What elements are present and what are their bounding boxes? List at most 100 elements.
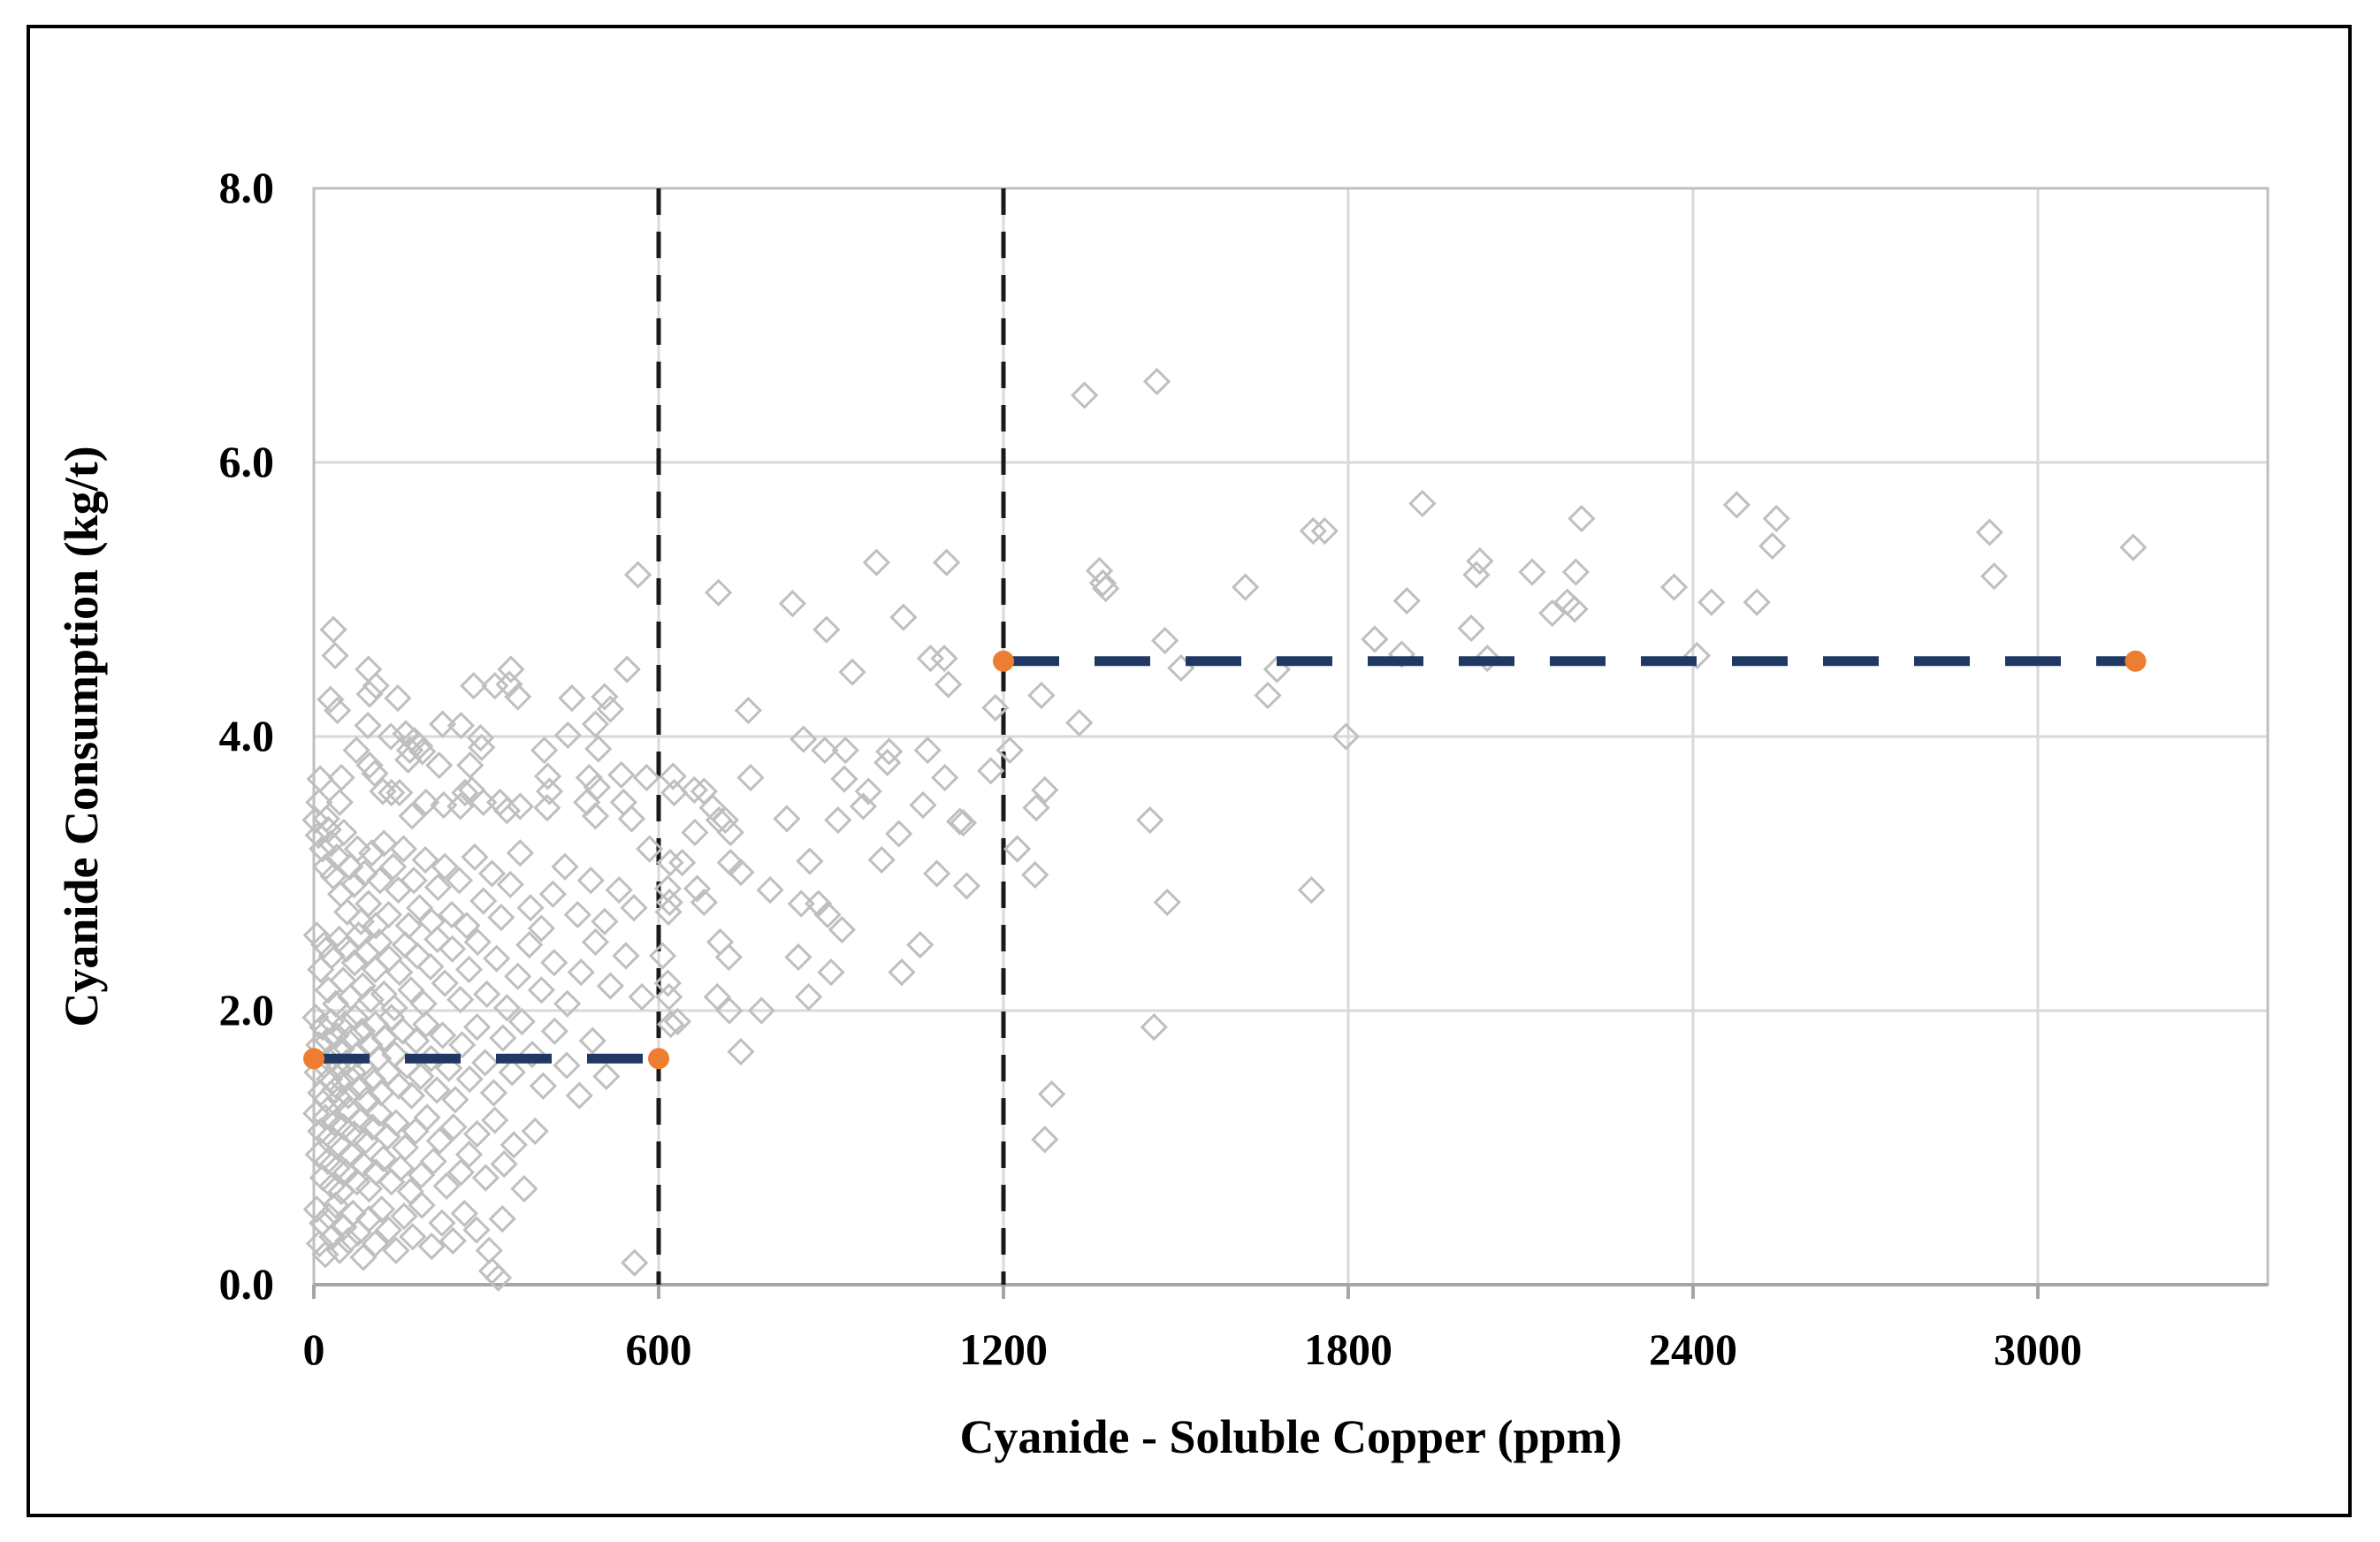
scatter-point — [796, 847, 824, 875]
scatter-point — [1462, 561, 1491, 589]
scatter-point — [402, 1027, 431, 1055]
scatter-point — [356, 985, 385, 1014]
y-tick-label: 8.0 — [219, 163, 275, 212]
scatter-point — [736, 763, 765, 792]
scatter-point — [1136, 805, 1164, 835]
scatter-points — [301, 367, 2147, 1292]
x-axis-title: Cyanide - Soluble Copper (ppm) — [959, 1410, 1621, 1463]
scatter-point — [888, 958, 916, 987]
scatter-point — [304, 821, 332, 850]
scatter-point — [423, 873, 453, 902]
scatter-point — [1031, 775, 1059, 805]
scatter-point — [565, 1081, 593, 1110]
scatter-point — [1092, 574, 1120, 603]
scatter-point — [411, 845, 439, 874]
scatter-point — [353, 1086, 381, 1114]
scatter-point — [867, 845, 896, 874]
scatter-point — [446, 1158, 476, 1187]
scatter-point — [1682, 641, 1712, 670]
scatter-point — [873, 748, 902, 777]
scatter-point — [1697, 588, 1726, 616]
scatter-point — [573, 788, 601, 817]
x-tick-label: 600 — [626, 1324, 692, 1374]
scatter-point — [1743, 588, 1771, 616]
trend-endpoint — [993, 650, 1014, 672]
scatter-point — [715, 996, 744, 1025]
scatter-point — [329, 1067, 357, 1096]
scatter-point — [660, 778, 689, 807]
scatter-point — [813, 900, 842, 929]
scatter-point — [934, 670, 963, 698]
scatter-point — [1408, 489, 1437, 518]
scatter-point — [477, 859, 507, 888]
scatter-point — [445, 866, 474, 895]
scatter-point — [490, 1149, 518, 1179]
scatter-point — [1153, 888, 1181, 917]
trend-segments-layer — [303, 650, 2147, 1070]
scatter-point — [655, 982, 683, 1011]
scatter-point — [1297, 875, 1326, 905]
scatter-point — [431, 969, 459, 997]
x-tick-label: 3000 — [1994, 1324, 2082, 1374]
scatter-point — [489, 1024, 517, 1052]
scatter-point — [607, 760, 636, 790]
scatter-point — [343, 835, 372, 863]
scatter-point — [1466, 546, 1494, 576]
scatter-point — [342, 736, 370, 765]
scatter-point — [995, 736, 1024, 765]
scatter-point — [446, 985, 475, 1014]
scatter-point — [430, 790, 458, 820]
scatter-point — [862, 548, 890, 576]
scatter-point — [778, 590, 807, 618]
scatter-point — [379, 852, 408, 881]
scatter-point — [327, 763, 355, 792]
scatter-point — [916, 645, 945, 673]
scatter-point — [423, 925, 452, 954]
scatter-point — [382, 1236, 410, 1264]
scatter-point — [398, 802, 426, 830]
scatter-point — [516, 894, 545, 922]
scatter-point — [977, 757, 1005, 785]
scatter-point — [838, 658, 866, 686]
scatter-point — [1758, 531, 1787, 561]
scatter-point — [417, 1232, 446, 1261]
scatter-point — [773, 805, 801, 833]
scatter-point — [453, 912, 481, 940]
scatter-point — [416, 952, 445, 981]
scatter-point — [1975, 518, 2004, 546]
scatter-point — [462, 1216, 491, 1244]
scatter-point — [431, 852, 459, 881]
scatter-point — [302, 921, 331, 950]
scatter-point — [831, 736, 859, 765]
scatter-point — [488, 1204, 516, 1233]
scatter-point — [1561, 558, 1590, 586]
scatter-point — [441, 1086, 469, 1114]
scatter-point — [409, 989, 438, 1018]
scatter-point — [533, 762, 562, 790]
scatter-point — [885, 820, 913, 848]
scatter-point — [461, 843, 489, 872]
scatter-point — [309, 835, 337, 863]
scatter-point — [811, 736, 839, 765]
scatter-point — [581, 927, 610, 957]
scatter-point — [366, 866, 394, 895]
scatter-point — [386, 1154, 415, 1182]
scatter-point — [1361, 625, 1389, 653]
scatter-point — [527, 976, 556, 1004]
scatter-point — [408, 737, 437, 766]
scatter-point — [683, 874, 712, 903]
scatter-point — [400, 866, 428, 895]
scatter-point — [362, 672, 390, 700]
scatter-point — [380, 994, 408, 1022]
scatter-point — [889, 603, 918, 631]
scatter-point — [592, 1062, 621, 1091]
scatter-point — [446, 711, 476, 740]
scatter-point — [504, 962, 532, 990]
scatter-point — [576, 866, 605, 895]
scatter-point — [575, 763, 603, 792]
grid-layer — [312, 187, 2269, 1299]
scatter-point — [475, 1236, 503, 1264]
scatter-point — [930, 645, 958, 673]
scatter-point — [553, 989, 582, 1018]
scatter-point — [311, 1240, 339, 1269]
